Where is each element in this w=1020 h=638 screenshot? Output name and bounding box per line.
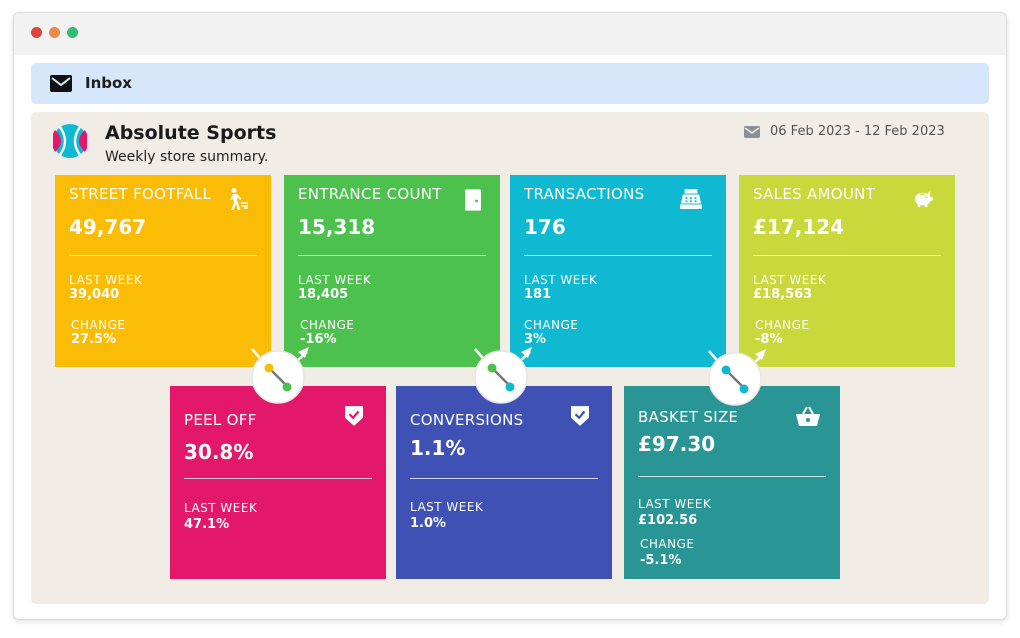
last-week-label: LAST WEEK (184, 501, 258, 515)
change-label: CHANGE (755, 318, 810, 332)
shield-check-icon (571, 406, 589, 426)
card-value: £17,124 (753, 215, 845, 239)
last-week-label: LAST WEEK (638, 497, 712, 511)
last-week-value: £102.56 (638, 513, 698, 528)
last-week-label: LAST WEEK (69, 273, 143, 287)
card-value: 176 (524, 215, 566, 239)
door-icon (465, 189, 481, 211)
percent-icon (708, 349, 766, 406)
change-value: -16% (300, 332, 337, 347)
card-divider (524, 255, 712, 256)
card-title: BASKET SIZE (638, 408, 739, 426)
card-title: CONVERSIONS (410, 411, 524, 429)
change-label: CHANGE (71, 318, 126, 332)
change-value: 27.5% (71, 332, 117, 347)
tennis-ball-logo-icon (53, 124, 87, 158)
change-label: CHANGE (640, 537, 695, 551)
card-value: 1.1% (410, 436, 466, 460)
envelope-icon (744, 126, 760, 138)
basket-size-card[interactable]: BASKET SIZE £97.30 LAST WEEK £102.56 CHA… (624, 386, 840, 579)
transactions-card[interactable]: TRANSACTIONS 176 LAST WEEK 181 CHANGE 3% (510, 175, 726, 367)
card-value: 15,318 (298, 215, 376, 239)
card-value: 49,767 (69, 215, 147, 239)
basket-icon (796, 406, 820, 426)
close-window-button[interactable] (31, 27, 42, 38)
change-value: -8% (755, 332, 783, 347)
change-value: -5.1% (640, 553, 682, 568)
change-label: CHANGE (524, 318, 579, 332)
change-value: 3% (524, 332, 547, 347)
last-week-value: 18,405 (298, 287, 349, 302)
last-week-value: 181 (524, 287, 552, 302)
last-week-label: LAST WEEK (524, 273, 598, 287)
maximize-window-button[interactable] (67, 27, 78, 38)
last-week-value: 1.0% (410, 516, 447, 531)
window-titlebar (14, 13, 1006, 55)
street-footfall-card[interactable]: STREET FOOTFALL 49,767 LAST WEEK 39,040 … (55, 175, 271, 367)
store-subtitle: Weekly store summary. (105, 149, 269, 165)
card-title: TRANSACTIONS (524, 185, 645, 203)
date-range: 06 Feb 2023 - 12 Feb 2023 (770, 124, 945, 139)
card-value: 30.8% (184, 440, 254, 464)
inbox-label: Inbox (85, 74, 132, 92)
inbox-header[interactable]: Inbox (31, 63, 989, 104)
last-week-label: LAST WEEK (298, 273, 372, 287)
card-divider (69, 255, 257, 256)
minimize-window-button[interactable] (49, 27, 60, 38)
sales-amount-card[interactable]: SALES AMOUNT £17,124 LAST WEEK £18,563 C… (739, 175, 955, 367)
card-title: PEEL OFF (184, 411, 257, 429)
percent-icon (251, 347, 309, 404)
last-week-value: 39,040 (69, 287, 120, 302)
piggy-bank-icon (914, 190, 933, 208)
last-week-value: £18,563 (753, 287, 813, 302)
entrance-count-card[interactable]: ENTRANCE COUNT 15,318 LAST WEEK 18,405 C… (284, 175, 500, 367)
card-divider (184, 478, 372, 479)
card-value: £97.30 (638, 432, 716, 456)
card-title: ENTRANCE COUNT (298, 185, 442, 203)
change-label: CHANGE (300, 318, 355, 332)
last-week-label: LAST WEEK (753, 273, 827, 287)
card-divider (298, 255, 486, 256)
cash-register-icon (680, 189, 702, 209)
store-summary-panel: Absolute Sports Weekly store summary. 06… (31, 112, 989, 604)
app-window: Inbox Absolute Sports Weekly store summa… (13, 12, 1007, 620)
percent-icon (474, 347, 532, 404)
store-name: Absolute Sports (105, 122, 277, 144)
card-divider (410, 478, 598, 479)
last-week-label: LAST WEEK (410, 500, 484, 514)
card-title: STREET FOOTFALL (69, 185, 212, 203)
shield-check-icon (345, 406, 363, 426)
card-title: SALES AMOUNT (753, 185, 876, 203)
card-divider (638, 476, 826, 477)
last-week-value: 47.1% (184, 517, 230, 532)
card-divider (753, 255, 941, 256)
envelope-icon (50, 75, 72, 92)
peel-off-card[interactable]: PEEL OFF 30.8% LAST WEEK 47.1% (170, 386, 386, 579)
pedestrian-icon (230, 188, 248, 210)
conversions-card[interactable]: CONVERSIONS 1.1% LAST WEEK 1.0% (396, 386, 612, 579)
